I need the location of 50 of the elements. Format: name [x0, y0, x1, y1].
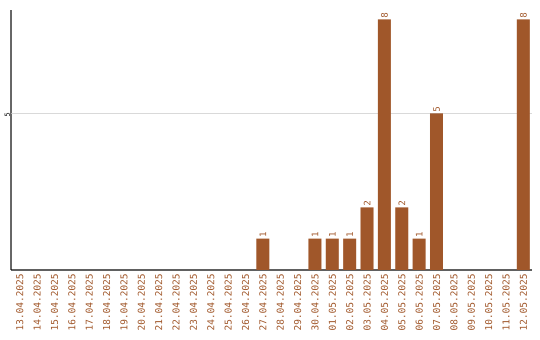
bar	[516, 19, 530, 270]
x-tick-label: 30.04.2025	[311, 274, 319, 330]
data-label: 2	[364, 201, 370, 205]
x-tick-label: 18.04.2025	[102, 274, 110, 330]
data-label: 1	[329, 232, 336, 236]
data-label: 1	[346, 232, 353, 236]
x-tick-label: 14.04.2025	[33, 274, 41, 330]
data-label: 1	[312, 232, 318, 236]
x-tick-label: 23.04.2025	[190, 274, 197, 330]
x-tick-label: 16.04.2025	[68, 274, 76, 330]
x-tick-label: 25.04.2025	[224, 274, 232, 330]
x-tick-label: 26.04.2025	[242, 274, 250, 330]
x-tick-label: 27.04.2025	[259, 274, 266, 330]
bar	[430, 113, 444, 270]
data-label: 2	[398, 201, 406, 205]
data-label: 8	[520, 12, 527, 18]
data-label: 8	[381, 12, 388, 18]
x-tick-label: 19.04.2025	[120, 274, 128, 330]
x-tick-label: 02.05.2025	[346, 274, 354, 330]
data-label: 1	[260, 232, 266, 236]
bar	[343, 238, 356, 270]
bar	[308, 238, 322, 270]
bar	[256, 238, 270, 270]
x-tick-label: 28.04.2025	[276, 274, 284, 330]
x-tick-label: 24.04.2025	[207, 274, 214, 330]
x-tick-label: 07.05.2025	[432, 274, 440, 330]
x-tick-label: 04.05.2025	[380, 274, 388, 330]
bar	[378, 19, 391, 270]
x-tick-label: 17.04.2025	[86, 274, 93, 330]
x-tick-label: 13.04.2025	[16, 274, 24, 330]
x-tick-label: 01.05.2025	[328, 274, 336, 330]
x-tick-label: 11.05.2025	[502, 274, 510, 330]
x-tick-label: 03.05.2025	[363, 274, 371, 330]
x-tick-label: 12.05.2025	[520, 274, 527, 330]
data-label: 5	[433, 106, 440, 112]
bar	[326, 238, 339, 270]
bar	[412, 238, 426, 270]
x-tick-label: 08.05.2025	[450, 274, 458, 330]
x-tick-label: 22.04.2025	[172, 274, 180, 330]
x-tick-label: 09.05.2025	[468, 274, 475, 330]
x-tick-label: 21.04.2025	[155, 274, 162, 330]
bar	[395, 207, 408, 270]
data-label: 1	[416, 232, 422, 236]
x-tick-label: 29.04.2025	[294, 274, 302, 330]
x-tick-label: 20.04.2025	[138, 274, 145, 330]
bar	[360, 207, 374, 270]
x-tick-label: 06.05.2025	[416, 274, 423, 330]
x-tick-label: 15.04.2025	[50, 274, 58, 330]
x-tick-label: 05.05.2025	[398, 274, 406, 330]
x-tick-label: 10.05.2025	[485, 274, 492, 330]
